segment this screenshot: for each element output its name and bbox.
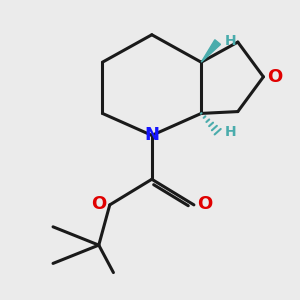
Text: H: H <box>224 125 236 140</box>
Text: O: O <box>197 195 212 213</box>
Text: H: H <box>224 34 236 48</box>
Text: O: O <box>268 68 283 86</box>
Text: N: N <box>144 126 159 144</box>
Text: O: O <box>91 195 106 213</box>
Polygon shape <box>201 40 220 62</box>
